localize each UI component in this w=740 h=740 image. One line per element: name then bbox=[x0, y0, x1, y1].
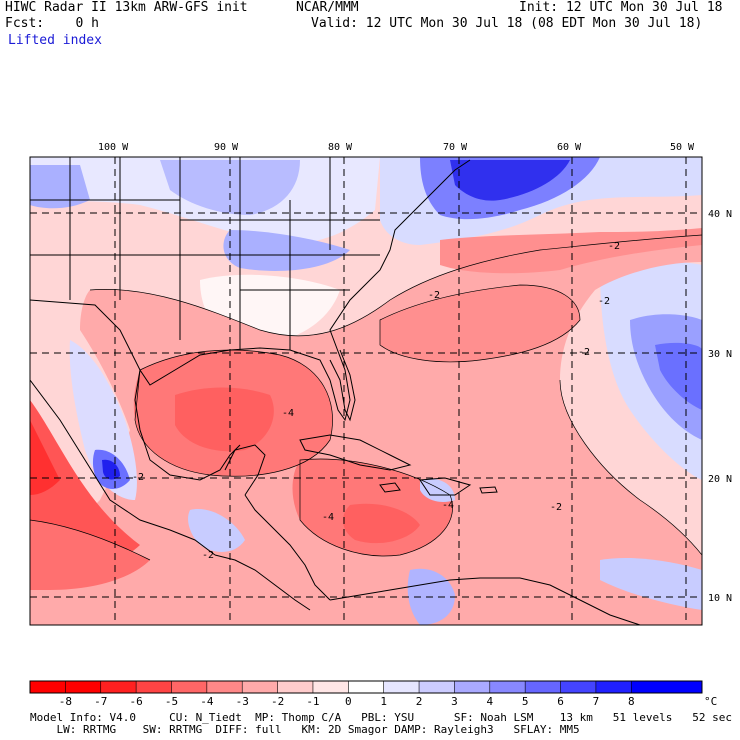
colorbar-tick-label: 0 bbox=[345, 695, 352, 708]
colorbar-tick-label: 1 bbox=[380, 695, 387, 708]
lon-label: 70 W bbox=[443, 142, 468, 153]
colorbar-frame bbox=[29, 680, 703, 694]
colorbar-tick-label: 4 bbox=[486, 695, 493, 708]
contour-label: -2 bbox=[132, 472, 144, 483]
colorbar-tick-label: 6 bbox=[557, 695, 564, 708]
lon-label: 100 W bbox=[98, 142, 129, 153]
colorbar-swatch bbox=[136, 681, 172, 693]
colorbar-swatch bbox=[560, 681, 597, 693]
colorbar-tick-label: -2 bbox=[271, 695, 284, 708]
contour-label: -4 bbox=[282, 408, 294, 419]
colorbar-swatch bbox=[595, 681, 632, 693]
colorbar-swatch bbox=[489, 681, 526, 693]
lat-label: 10 N bbox=[708, 593, 732, 604]
colorbar-swatch bbox=[312, 681, 349, 693]
colorbar-swatch bbox=[666, 681, 703, 693]
colorbar: -8 -7 -6 -5 -4 -3 -2 -1 0 1 2 3 4 5 6 7 8 °C bbox=[29, 680, 717, 708]
contour-label: -4 bbox=[442, 500, 454, 511]
colorbar-tick-label: 2 bbox=[416, 695, 423, 708]
colorbar-tick-label: 5 bbox=[522, 695, 529, 708]
lat-lon-grid bbox=[30, 157, 702, 625]
lon-label: 50 W bbox=[670, 142, 695, 153]
lat-label: 20 N bbox=[708, 474, 732, 485]
lon-label: 60 W bbox=[557, 142, 582, 153]
colorbar-swatch bbox=[65, 681, 102, 693]
colorbar-unit: °C bbox=[704, 695, 717, 708]
colorbar-swatch bbox=[242, 681, 279, 693]
colorbar-tick-label: 3 bbox=[451, 695, 458, 708]
forecast-hour: Fcst: 0 h bbox=[5, 16, 99, 31]
lat-label: 40 N bbox=[708, 209, 732, 220]
colorbar-swatch bbox=[348, 681, 385, 693]
colorbar-tick-label: -4 bbox=[200, 695, 214, 708]
center-label: NCAR/MMM bbox=[296, 0, 359, 15]
contour-label: -2 bbox=[598, 296, 610, 307]
longitude-labels: 100 W 90 W 80 W 70 W 60 W 50 W bbox=[98, 142, 695, 153]
map-frame bbox=[29, 156, 703, 626]
colorbar-swatch bbox=[206, 681, 243, 693]
coastlines bbox=[30, 157, 641, 625]
colorbar-tick-label: -6 bbox=[129, 695, 142, 708]
colorbar-swatch bbox=[419, 681, 455, 693]
colorbar-swatch bbox=[30, 681, 66, 693]
model-title: HIWC Radar II 13km ARW-GFS init bbox=[5, 0, 248, 15]
lifted-index-field bbox=[30, 157, 702, 625]
colorbar-swatch bbox=[525, 681, 562, 693]
colorbar-swatch bbox=[277, 681, 314, 693]
valid-time: Valid: 12 UTC Mon 30 Jul 18 (08 EDT Mon … bbox=[311, 16, 703, 31]
colorbar-tick-label: -7 bbox=[94, 695, 107, 708]
colorbar-tick-label: 7 bbox=[593, 695, 600, 708]
colorbar-swatch bbox=[454, 681, 491, 693]
colorbar-swatch bbox=[100, 681, 137, 693]
contour-label: -2 bbox=[202, 550, 214, 561]
colorbar-swatch bbox=[171, 681, 208, 693]
lon-label: 80 W bbox=[328, 142, 353, 153]
field-label: Lifted index bbox=[8, 33, 102, 48]
model-info-line2: LW: RRTMG SW: RRTMG DIFF: full KM: 2D Sm… bbox=[30, 723, 580, 736]
contour-lines bbox=[30, 234, 702, 561]
colorbar-tick-label: -1 bbox=[306, 695, 319, 708]
lat-label: 30 N bbox=[708, 349, 732, 360]
colorbar-swatch bbox=[383, 681, 420, 693]
lon-label: 90 W bbox=[214, 142, 239, 153]
colorbar-tick-label: -3 bbox=[236, 695, 249, 708]
contour-label: -2 bbox=[608, 241, 620, 252]
colorbar-tick-label: -5 bbox=[165, 695, 178, 708]
colorbar-tick-label: 8 bbox=[628, 695, 635, 708]
model-info-line1: Model Info: V4.0 CU: N_Tiedt MP: Thomp C… bbox=[30, 711, 732, 724]
latitude-labels: 40 N 30 N 20 N 10 N bbox=[708, 209, 732, 604]
init-time: Init: 12 UTC Mon 30 Jul 18 bbox=[519, 0, 723, 15]
contour-label: -2 bbox=[550, 502, 562, 513]
contour-labels: -2 -2 -2 -2 -4 -4 -4 -2 -2 -2 bbox=[132, 241, 620, 561]
contour-label: -2 bbox=[428, 290, 440, 301]
contour-label: -2 bbox=[578, 347, 590, 358]
contour-label: -4 bbox=[322, 512, 334, 523]
colorbar-tick-label: -8 bbox=[59, 695, 72, 708]
colorbar-swatch bbox=[631, 681, 668, 693]
